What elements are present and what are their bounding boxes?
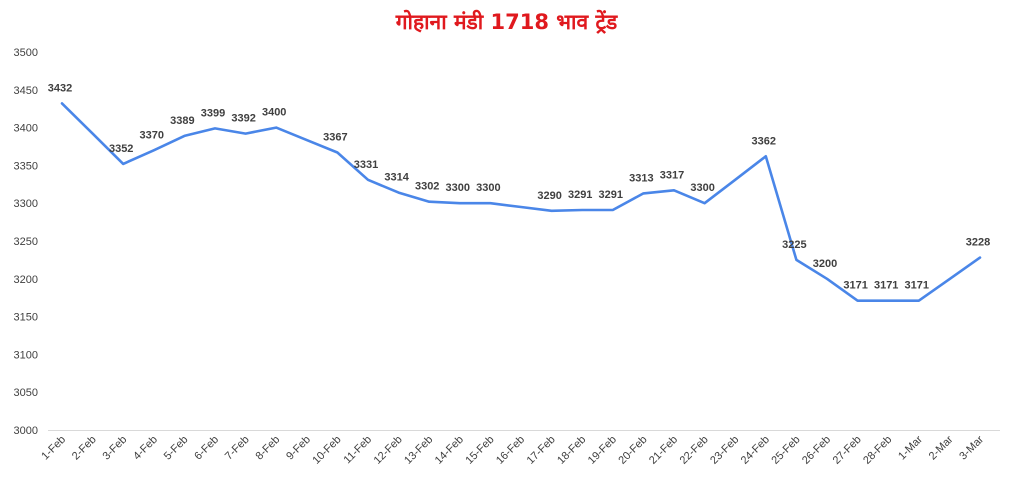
y-axis: 3000 3050 3100 3150 3200 3250 3300 3350 3400 3450… xyxy=(14,47,38,437)
data-label: 3313 xyxy=(629,172,653,184)
x-tick-label: 16-Feb xyxy=(494,434,527,467)
x-tick-label: 8-Feb xyxy=(254,434,283,463)
data-label: 3352 xyxy=(109,143,133,155)
data-label: 3291 xyxy=(599,189,623,201)
data-label: 3300 xyxy=(476,182,500,194)
x-tick-label: 11-Feb xyxy=(342,434,375,467)
x-tick-label: 4-Feb xyxy=(131,434,160,463)
y-tick-label: 3400 xyxy=(14,123,38,135)
data-label: 3367 xyxy=(323,132,347,144)
x-axis: 1-Feb 2-Feb 3-Feb 4-Feb 5-Feb 6-Feb 7-Feb 8-Feb… xyxy=(39,430,1000,467)
y-tick-label: 3100 xyxy=(14,349,38,361)
y-tick-label: 3000 xyxy=(14,425,38,437)
data-label: 3399 xyxy=(201,107,225,119)
data-label: 3171 xyxy=(905,280,929,292)
data-label: 3317 xyxy=(660,169,684,181)
y-tick-label: 3350 xyxy=(14,160,38,172)
x-tick-label: 28-Feb xyxy=(861,434,894,467)
data-label: 3300 xyxy=(446,182,470,194)
x-tick-label: 18-Feb xyxy=(555,434,588,467)
x-tick-label: 9-Feb xyxy=(284,434,313,463)
x-tick-label: 19-Feb xyxy=(586,434,619,467)
x-tick-label: 22-Feb xyxy=(678,434,711,467)
x-tick-label: 12-Feb xyxy=(372,434,405,467)
x-tick-label: 2-Feb xyxy=(70,434,99,463)
y-tick-label: 3050 xyxy=(14,387,38,399)
data-label: 3370 xyxy=(140,129,164,141)
x-tick-label: 17-Feb xyxy=(525,434,558,467)
y-tick-label: 3250 xyxy=(14,236,38,248)
x-tick-label: 13-Feb xyxy=(402,434,435,467)
x-tick-label: 7-Feb xyxy=(223,434,252,463)
x-tick-label: 24-Feb xyxy=(739,434,772,467)
data-label: 3291 xyxy=(568,189,592,201)
data-label: 3225 xyxy=(782,239,806,251)
data-label: 3432 xyxy=(48,82,72,94)
x-tick-label: 15-Feb xyxy=(463,434,496,467)
data-label: 3290 xyxy=(537,190,561,202)
x-tick-label: 3-Feb xyxy=(101,434,130,463)
x-tick-label: 14-Feb xyxy=(433,434,466,467)
data-label: 3331 xyxy=(354,159,378,171)
x-tick-label: 20-Feb xyxy=(616,434,649,467)
data-label: 3400 xyxy=(262,107,286,119)
x-tick-label: 10-Feb xyxy=(310,434,343,467)
x-tick-label: 5-Feb xyxy=(162,434,191,463)
data-label: 3171 xyxy=(874,280,898,292)
data-label: 3300 xyxy=(690,182,714,194)
y-tick-label: 3450 xyxy=(14,85,38,97)
x-tick-label: 25-Feb xyxy=(769,434,802,467)
data-label: 3392 xyxy=(231,113,255,125)
data-label: 3389 xyxy=(170,115,194,127)
chart-title: गोहाना मंडी 1718 भाव ट्रेंड xyxy=(395,10,618,34)
y-tick-label: 3500 xyxy=(14,47,38,59)
data-label: 3171 xyxy=(843,280,867,292)
x-tick-label: 27-Feb xyxy=(831,434,864,467)
series-line xyxy=(60,102,982,303)
data-labels: 3432 3352 3370 3389 3399 3392 3400 3367 3331 3314… xyxy=(48,82,990,291)
y-tick-label: 3200 xyxy=(14,274,38,286)
y-tick-label: 3150 xyxy=(14,312,38,324)
x-tick-label: 1-Mar xyxy=(896,433,925,462)
series xyxy=(60,102,982,303)
data-label: 3200 xyxy=(813,258,837,270)
data-label: 3228 xyxy=(966,237,990,249)
x-tick-label: 1-Feb xyxy=(39,434,68,463)
data-label: 3314 xyxy=(384,172,409,184)
x-tick-label: 6-Feb xyxy=(192,434,221,463)
y-tick-label: 3300 xyxy=(14,198,38,210)
x-tick-label: 2-Mar xyxy=(927,433,956,462)
x-tick-label: 23-Feb xyxy=(708,434,741,467)
x-tick-label: 26-Feb xyxy=(800,434,833,467)
data-label: 3302 xyxy=(415,181,439,193)
x-tick-label: 3-Mar xyxy=(957,433,986,462)
data-label: 3362 xyxy=(752,135,776,147)
x-tick-label: 21-Feb xyxy=(647,434,680,467)
